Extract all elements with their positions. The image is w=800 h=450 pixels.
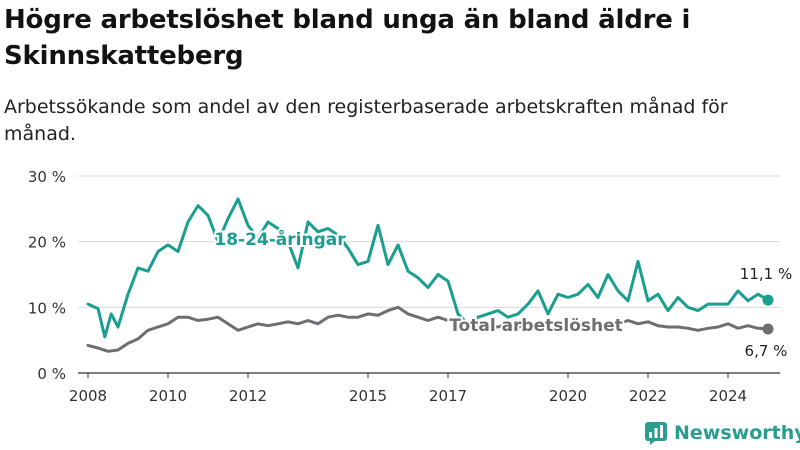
- youth-series-name: 18-24-åringar: [214, 228, 346, 250]
- x-tick-label: 2022: [629, 387, 667, 405]
- total-end-marker: [762, 323, 774, 335]
- total-series-name: Total arbetslöshet: [449, 316, 623, 336]
- newsworthy-logo-icon: [645, 422, 667, 445]
- youth-end-marker: [762, 294, 774, 306]
- newsworthy-logo: Newsworthy: [644, 418, 800, 448]
- chart-subtitle: Arbetssökande som andel av den registerb…: [4, 96, 728, 145]
- y-tick-label: 10 %: [28, 299, 66, 317]
- youth-end-label: 11,1 %: [740, 265, 792, 283]
- y-tick-label: 20 %: [28, 234, 66, 252]
- logo-text: Newsworthy: [674, 422, 800, 444]
- x-tick-label: 2015: [349, 387, 387, 405]
- x-tick-label: 2020: [549, 387, 587, 405]
- total-series-line: [86, 305, 770, 353]
- x-tick-label: 2024: [709, 387, 747, 405]
- youth-series-line: [86, 197, 770, 339]
- chart-title: Högre arbetslöshet bland unga än bland ä…: [4, 5, 691, 71]
- x-tick-label: 2008: [69, 387, 107, 405]
- total-end-label: 6,7 %: [745, 342, 788, 360]
- x-tick-label: 2012: [229, 387, 267, 405]
- x-tick-label: 2017: [429, 387, 467, 405]
- y-tick-label: 30 %: [28, 168, 66, 186]
- x-tick-label: 2010: [149, 387, 187, 405]
- y-tick-label: 0 %: [37, 365, 66, 383]
